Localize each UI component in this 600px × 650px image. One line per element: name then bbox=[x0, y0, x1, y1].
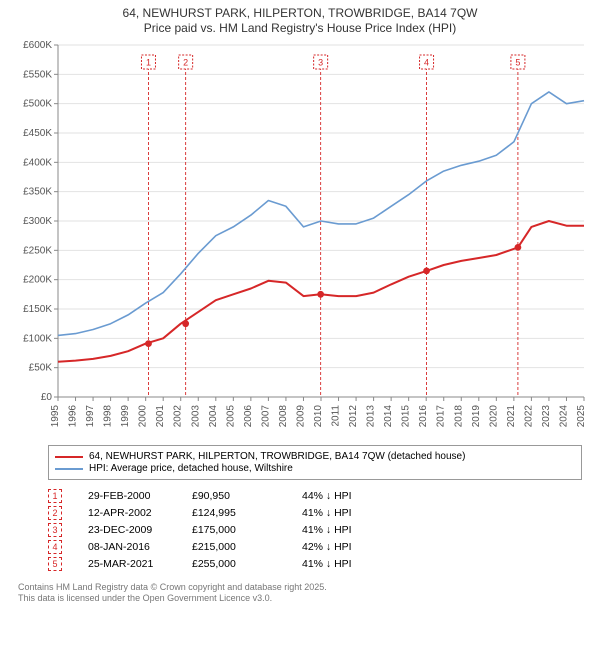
svg-text:£250K: £250K bbox=[23, 245, 52, 256]
sale-date: 29-FEB-2000 bbox=[62, 490, 192, 502]
sale-number-badge: 3 bbox=[48, 523, 62, 537]
footnote-line-1: Contains HM Land Registry data © Crown c… bbox=[18, 582, 582, 593]
svg-text:2008: 2008 bbox=[278, 405, 289, 428]
chart-canvas: £0 £50K £100K £150K £200K £250K £300K £350K £400… bbox=[8, 39, 592, 439]
svg-text:2000: 2000 bbox=[138, 405, 149, 428]
svg-text:£550K: £550K bbox=[23, 69, 52, 80]
sale-date: 23-DEC-2009 bbox=[62, 524, 192, 536]
svg-text:2006: 2006 bbox=[243, 405, 254, 428]
svg-text:2004: 2004 bbox=[208, 405, 219, 428]
svg-text:£600K: £600K bbox=[23, 40, 52, 51]
legend: 64, NEWHURST PARK, HILPERTON, TROWBRIDGE… bbox=[48, 445, 582, 480]
legend-swatch bbox=[55, 456, 83, 458]
svg-text:1998: 1998 bbox=[103, 405, 114, 428]
data-attribution: Contains HM Land Registry data © Crown c… bbox=[18, 582, 582, 605]
svg-text:2019: 2019 bbox=[471, 405, 482, 428]
svg-text:5: 5 bbox=[515, 58, 520, 68]
sale-date: 12-APR-2002 bbox=[62, 507, 192, 519]
svg-text:£400K: £400K bbox=[23, 157, 52, 168]
sale-price: £255,000 bbox=[192, 558, 302, 570]
svg-text:1996: 1996 bbox=[68, 405, 79, 428]
svg-text:£450K: £450K bbox=[23, 128, 52, 139]
svg-text:1997: 1997 bbox=[85, 405, 96, 428]
svg-text:2005: 2005 bbox=[225, 405, 236, 428]
svg-text:£150K: £150K bbox=[23, 304, 52, 315]
svg-text:£200K: £200K bbox=[23, 275, 52, 286]
svg-text:2011: 2011 bbox=[331, 405, 342, 427]
footnote-line-2: This data is licensed under the Open Gov… bbox=[18, 593, 582, 604]
sales-row: 408-JAN-2016£215,00042% ↓ HPI bbox=[48, 540, 582, 554]
svg-text:1999: 1999 bbox=[120, 405, 131, 428]
sale-date: 25-MAR-2021 bbox=[62, 558, 192, 570]
svg-text:2007: 2007 bbox=[260, 405, 271, 428]
sale-delta-vs-hpi: 44% ↓ HPI bbox=[302, 490, 422, 502]
sale-delta-vs-hpi: 41% ↓ HPI bbox=[302, 558, 422, 570]
sale-number-badge: 5 bbox=[48, 557, 62, 571]
title-line-1: 64, NEWHURST PARK, HILPERTON, TROWBRIDGE… bbox=[8, 6, 592, 20]
sales-table: 129-FEB-2000£90,95044% ↓ HPI 212-APR-2002… bbox=[48, 486, 582, 574]
sale-price: £215,000 bbox=[192, 541, 302, 553]
sale-price: £175,000 bbox=[192, 524, 302, 536]
svg-text:2014: 2014 bbox=[383, 405, 394, 428]
svg-text:1: 1 bbox=[146, 58, 151, 68]
sale-number-badge: 1 bbox=[48, 489, 62, 503]
svg-text:£300K: £300K bbox=[23, 216, 52, 227]
svg-text:£100K: £100K bbox=[23, 333, 52, 344]
title-line-2: Price paid vs. HM Land Registry's House … bbox=[8, 21, 592, 35]
svg-text:4: 4 bbox=[424, 58, 429, 68]
svg-text:2025: 2025 bbox=[576, 405, 587, 428]
legend-label: 64, NEWHURST PARK, HILPERTON, TROWBRIDGE… bbox=[89, 451, 465, 462]
svg-text:2002: 2002 bbox=[173, 405, 184, 428]
sales-row: 129-FEB-2000£90,95044% ↓ HPI bbox=[48, 489, 582, 503]
svg-text:1995: 1995 bbox=[50, 405, 61, 428]
svg-text:2016: 2016 bbox=[418, 405, 429, 428]
svg-text:£50K: £50K bbox=[29, 363, 53, 374]
sales-row: 323-DEC-2009£175,00041% ↓ HPI bbox=[48, 523, 582, 537]
sale-delta-vs-hpi: 41% ↓ HPI bbox=[302, 507, 422, 519]
svg-text:3: 3 bbox=[318, 58, 323, 68]
svg-text:2009: 2009 bbox=[295, 405, 306, 428]
svg-text:2022: 2022 bbox=[523, 405, 534, 428]
price-vs-hpi-chart: £0 £50K £100K £150K £200K £250K £300K £350K £400… bbox=[8, 39, 592, 439]
svg-text:2001: 2001 bbox=[155, 405, 166, 428]
svg-text:2017: 2017 bbox=[436, 405, 447, 428]
svg-text:2012: 2012 bbox=[348, 405, 359, 428]
sale-price: £124,995 bbox=[192, 507, 302, 519]
svg-text:2018: 2018 bbox=[453, 405, 464, 428]
svg-text:2: 2 bbox=[183, 58, 188, 68]
sales-row: 212-APR-2002£124,99541% ↓ HPI bbox=[48, 506, 582, 520]
svg-text:2023: 2023 bbox=[541, 405, 552, 428]
sales-row: 525-MAR-2021£255,00041% ↓ HPI bbox=[48, 557, 582, 571]
legend-item: HPI: Average price, detached house, Wilt… bbox=[55, 463, 575, 474]
sale-delta-vs-hpi: 41% ↓ HPI bbox=[302, 524, 422, 536]
chart-title: 64, NEWHURST PARK, HILPERTON, TROWBRIDGE… bbox=[8, 6, 592, 35]
sale-number-badge: 4 bbox=[48, 540, 62, 554]
svg-text:2015: 2015 bbox=[401, 405, 412, 428]
sale-price: £90,950 bbox=[192, 490, 302, 502]
svg-text:2024: 2024 bbox=[558, 405, 569, 428]
svg-text:2013: 2013 bbox=[366, 405, 377, 428]
svg-text:2021: 2021 bbox=[506, 405, 517, 428]
legend-label: HPI: Average price, detached house, Wilt… bbox=[89, 463, 293, 474]
svg-text:2020: 2020 bbox=[488, 405, 499, 428]
legend-item: 64, NEWHURST PARK, HILPERTON, TROWBRIDGE… bbox=[55, 451, 575, 462]
svg-text:£0: £0 bbox=[41, 392, 53, 403]
svg-text:2003: 2003 bbox=[190, 405, 201, 428]
sale-number-badge: 2 bbox=[48, 506, 62, 520]
svg-text:£500K: £500K bbox=[23, 99, 52, 110]
sale-date: 08-JAN-2016 bbox=[62, 541, 192, 553]
svg-text:£350K: £350K bbox=[23, 187, 52, 198]
legend-swatch bbox=[55, 468, 83, 470]
sale-delta-vs-hpi: 42% ↓ HPI bbox=[302, 541, 422, 553]
svg-text:2010: 2010 bbox=[313, 405, 324, 428]
